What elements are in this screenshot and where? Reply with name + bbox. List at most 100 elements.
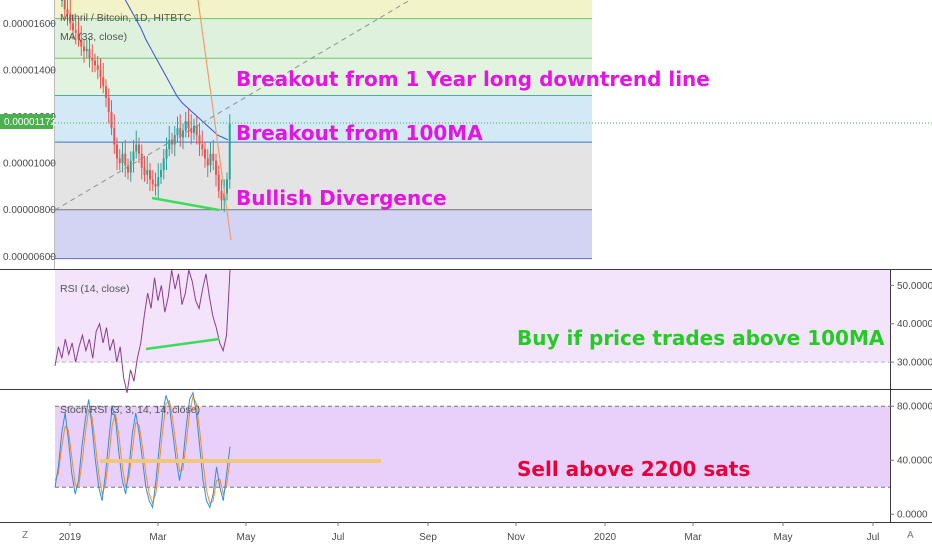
candle-body xyxy=(94,60,96,66)
candle-body xyxy=(146,170,149,175)
price-tick-label: 0.00001400 xyxy=(3,65,56,76)
candle-body xyxy=(206,158,209,166)
downtrend-line xyxy=(197,0,232,241)
stoch-tick-label: 80.0000 xyxy=(897,402,932,413)
candle-body xyxy=(154,184,157,187)
candle-body xyxy=(102,76,105,87)
last-price-badge xyxy=(0,114,53,129)
rsi-divergence-line xyxy=(145,337,220,351)
rsi-tick-label: 40.0000 xyxy=(897,319,932,330)
timezone-icon[interactable]: Z xyxy=(22,530,28,541)
stoch-tick-label: 0.0000 xyxy=(897,510,928,521)
candle-body xyxy=(228,123,231,180)
price-tick-label: 0.00000600 xyxy=(3,252,56,263)
candle-body xyxy=(149,170,151,180)
candle-body xyxy=(129,160,132,173)
candle-body xyxy=(96,65,99,70)
candle-body xyxy=(140,153,143,168)
rsi-tick-label: 50.0000 xyxy=(897,281,932,292)
candle-body xyxy=(138,144,140,154)
candle-body xyxy=(217,174,220,192)
fib-zone xyxy=(55,0,592,19)
candle-body xyxy=(165,149,168,159)
candle-body xyxy=(201,144,204,150)
candle-body xyxy=(135,144,138,152)
candle-body xyxy=(187,121,190,129)
candle-body xyxy=(212,153,215,161)
rsi-band xyxy=(55,270,890,363)
candle-body xyxy=(110,111,113,129)
stoch-tick-label: 40.0000 xyxy=(897,456,932,467)
candle-body xyxy=(91,58,94,61)
price-tick-label: 0.00001000 xyxy=(3,159,56,170)
candle-body xyxy=(204,149,206,159)
candle-body xyxy=(162,158,165,171)
fib-zone xyxy=(55,58,592,96)
rsi-legend: RSI (14, close) xyxy=(60,283,129,295)
main-legend-symbol: Mithril / Bitcoin, 1D, HITBTC xyxy=(60,12,192,24)
rsi-line xyxy=(54,269,231,393)
candle-body xyxy=(193,125,195,133)
time-tick-label: May xyxy=(237,532,256,543)
time-tick-label: Sep xyxy=(419,532,437,543)
stoch-d-line xyxy=(54,395,231,506)
candle-body xyxy=(215,160,217,175)
price-divergence-line xyxy=(151,196,220,212)
time-tick-label: Nov xyxy=(507,532,525,543)
price-tick-label: 0.00000800 xyxy=(3,205,56,216)
candle-body xyxy=(88,48,91,59)
candle-body xyxy=(184,121,187,131)
candle-body xyxy=(176,128,179,136)
candle-body xyxy=(105,86,107,98)
trend-line-dashed xyxy=(54,0,411,211)
candle-body xyxy=(143,167,146,175)
candle-body xyxy=(74,30,77,33)
candle-body xyxy=(173,135,176,145)
candle-body xyxy=(99,69,102,77)
candle-body xyxy=(157,177,160,187)
candle-body xyxy=(127,165,129,173)
candle-body xyxy=(226,179,228,194)
candle-body xyxy=(118,158,121,164)
candle-body xyxy=(107,97,110,112)
candle-body xyxy=(209,153,212,166)
stoch-band xyxy=(55,406,890,488)
candle-body xyxy=(151,179,154,185)
fib-zone xyxy=(55,209,592,259)
time-tick-label: 2019 xyxy=(59,532,82,543)
candle-body xyxy=(61,0,63,1)
candle-body xyxy=(195,125,198,136)
candle-body xyxy=(83,46,85,52)
time-tick-label: Jul xyxy=(867,532,880,543)
candle-body xyxy=(69,13,72,24)
annotation-ma-breakout: Breakout from 100MA xyxy=(236,121,483,145)
time-tick-label: May xyxy=(774,532,793,543)
candle-body xyxy=(179,128,182,138)
candle-body xyxy=(124,153,127,166)
candle-body xyxy=(85,48,88,52)
candle-body xyxy=(113,128,116,145)
ma-line xyxy=(124,0,229,141)
candle-body xyxy=(220,191,223,201)
price-tick-label: 0.00001600 xyxy=(3,19,56,30)
auto-scale-icon[interactable]: A xyxy=(907,530,914,541)
candle-body xyxy=(190,128,193,133)
fib-zone xyxy=(55,18,592,59)
candle-body xyxy=(72,23,74,31)
last-price-label: 0.00001172 xyxy=(4,117,57,128)
time-tick-label: Mar xyxy=(149,532,167,543)
candle-body xyxy=(223,193,226,201)
candle-body xyxy=(121,153,124,164)
time-tick-label: 2020 xyxy=(594,532,617,543)
candle-body xyxy=(77,32,80,40)
stoch-legend: Stoch RSI (3, 3, 14, 14, close) xyxy=(60,404,200,416)
candle-body xyxy=(116,144,118,159)
candle-body xyxy=(66,9,69,14)
time-tick-label: Jul xyxy=(332,532,345,543)
candle-body xyxy=(63,0,66,10)
rsi-tick-label: 30.0000 xyxy=(897,358,932,369)
candle-body xyxy=(80,39,83,47)
candle-body xyxy=(168,139,171,150)
main-legend-ma: MA (33, close) xyxy=(60,31,127,43)
